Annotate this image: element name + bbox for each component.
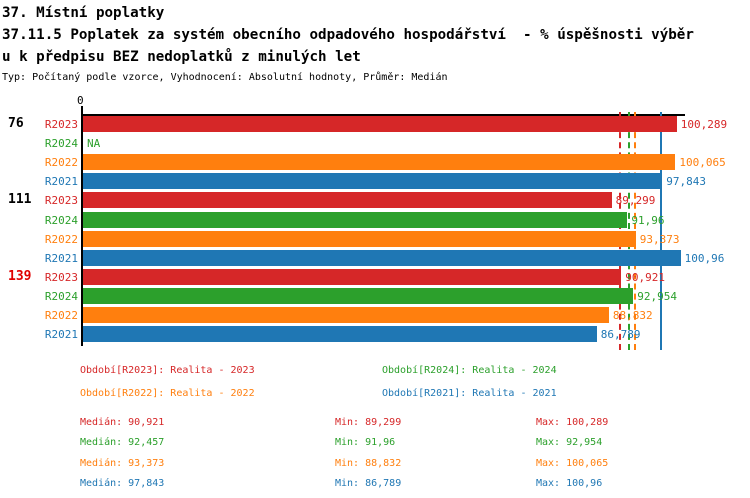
indicator-title-line1: 37.11.5 Poplatek za systém obecního odpa…	[2, 27, 694, 43]
bar-value-label: 100,065	[679, 156, 726, 170]
stat-min-r2022: Min: 88,832	[335, 457, 402, 469]
bar-r2024	[83, 211, 628, 228]
report-header: 37. Místní poplatky 37.11.5 Poplatek za …	[2, 2, 750, 85]
year-label: R2021	[44, 175, 78, 189]
chart-row-111-r2023: 111 R2023 89,299	[0, 192, 750, 209]
chart-row-76-r2022: R2022 100,065	[0, 154, 750, 171]
chart-row-76-r2021: R2021 97,843	[0, 173, 750, 190]
stat-min-r2023: Min: 89,299	[335, 417, 402, 428]
year-label: R2021	[44, 328, 78, 342]
axis-vertical-line	[81, 106, 83, 346]
bar-r2024	[83, 287, 634, 304]
group-label-111: 111	[8, 192, 32, 208]
stat-min-r2021: Min: 86,789	[335, 478, 402, 490]
report-section-title: 37. Místní poplatky	[2, 5, 165, 21]
year-label: R2024	[44, 137, 78, 151]
stat-median-r2023: Medián: 90,921	[80, 417, 165, 428]
legend-item-r2024: Období[R2024]: Realita - 2024	[382, 365, 557, 376]
bar-value-label: 92,954	[637, 289, 678, 303]
bar-r2021	[83, 326, 597, 343]
stat-max-r2023: Max: 100,289	[536, 417, 609, 428]
year-label: R2022	[44, 232, 78, 246]
bar-chart: 0 76 R2023 100,289 R2024 NA R2022 100,065 R2021…	[0, 94, 750, 358]
chart-row-139-r2022: R2022 88,832	[0, 307, 750, 324]
bar-r2022	[83, 307, 609, 323]
indicator-title-line2: u k předpisu BEZ nedoplatků z minulých l…	[2, 49, 361, 65]
axis-zero-tick-label: 0	[77, 94, 84, 107]
stat-max-r2022: Max: 100,065	[536, 457, 609, 469]
bar-r2022	[83, 154, 676, 171]
bar-r2022	[83, 230, 636, 247]
bar-value-label: 90,921	[625, 270, 665, 284]
chart-row-111-r2024: R2024 91,96	[0, 211, 750, 229]
bar-value-label: 100,96	[684, 251, 725, 265]
year-label: R2024	[44, 213, 78, 227]
bar-value-label: 91,96	[631, 213, 665, 227]
bar-value-label: 93,373	[639, 232, 680, 246]
year-label: R2023	[44, 194, 78, 208]
median-line-r2021	[660, 112, 663, 350]
stat-max-r2024: Max: 92,954	[536, 437, 603, 449]
bar-value-label: 89,299	[615, 194, 656, 208]
axis-horizontal-line	[81, 114, 685, 116]
indicator-meta: Typ: Počítaný podle vzorce, Vyhodnocení:…	[2, 72, 448, 83]
stat-median-r2021: Medián: 97,843	[80, 478, 165, 490]
year-label: R2021	[44, 251, 78, 265]
stat-max-r2021: Max: 100,96	[536, 478, 603, 490]
bar-value-label: 86,789	[600, 328, 641, 342]
year-label: R2022	[44, 309, 78, 322]
bar-value-label: NA	[87, 137, 101, 151]
bar-value-label: 100,289	[680, 118, 728, 131]
chart-row-139-r2021: R2021 86,789	[0, 326, 750, 343]
bar-r2023	[83, 116, 677, 132]
bar-r2023	[83, 192, 612, 209]
group-label-139: 139	[8, 268, 32, 284]
chart-row-111-r2022: R2022 93,373	[0, 230, 750, 248]
bar-r2021	[83, 173, 663, 190]
legend-item-r2022: Období[R2022]: Realita - 2022	[80, 388, 255, 399]
chart-row-139-r2023: 139 R2023 90,921	[0, 268, 750, 286]
year-label: R2024	[44, 289, 78, 303]
bar-value-label: 97,843	[666, 175, 706, 189]
stat-median-r2024: Medián: 92,457	[80, 437, 165, 449]
year-label: R2022	[44, 156, 78, 170]
bar-r2023	[83, 268, 622, 285]
chart-row-111-r2021: R2021 100,96	[0, 249, 750, 267]
group-label-76: 76	[8, 116, 24, 131]
legend-item-r2023: Období[R2023]: Realita - 2023	[80, 365, 255, 376]
stat-min-r2024: Min: 91,96	[335, 437, 396, 449]
chart-row-139-r2024: R2024 92,954	[0, 287, 750, 305]
stat-median-r2022: Medián: 93,373	[80, 457, 165, 469]
bar-value-label: 88,832	[612, 309, 653, 322]
bar-r2021	[83, 249, 681, 266]
year-label: R2023	[44, 270, 78, 284]
year-label: R2023	[44, 118, 78, 131]
legend-item-r2021: Období[R2021]: Realita - 2021	[382, 388, 557, 399]
chart-row-76-r2024: R2024 NA	[0, 135, 750, 152]
chart-row-76-r2023: 76 R2023 100,289	[0, 116, 750, 133]
